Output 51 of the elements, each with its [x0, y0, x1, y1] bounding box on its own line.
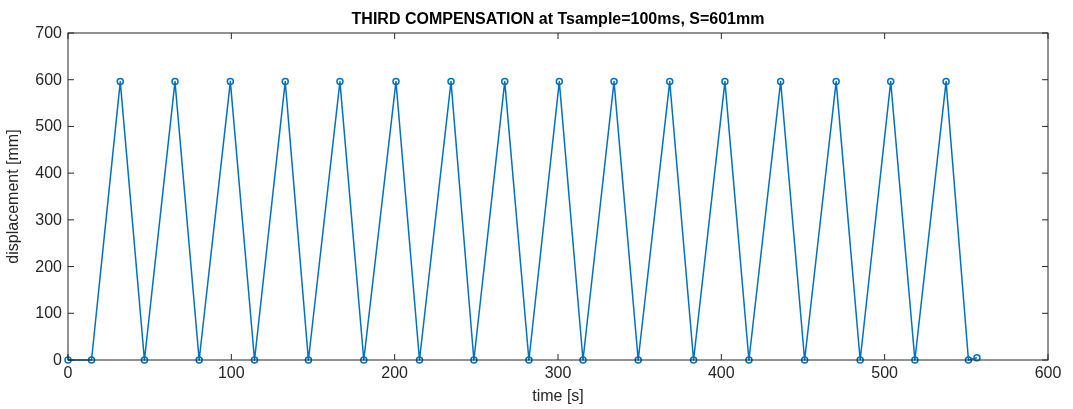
point: [360, 356, 368, 364]
point: [689, 356, 698, 364]
y-tick-label: 0: [53, 351, 63, 368]
point: [911, 356, 919, 364]
point: [447, 77, 455, 86]
point: [195, 356, 203, 364]
x-tick-label: 300: [544, 364, 572, 381]
point: [555, 77, 564, 86]
y-tick-label: 600: [35, 70, 63, 88]
point: [140, 356, 149, 364]
point: [579, 356, 587, 364]
point: [116, 77, 125, 86]
point: [171, 77, 179, 86]
point: [281, 77, 289, 86]
point: [610, 77, 618, 86]
y-tick-label: 400: [35, 164, 63, 182]
point: [501, 77, 509, 86]
y-tick-label: 300: [35, 210, 63, 228]
x-tick-label: 500: [871, 364, 899, 381]
y-tick-label: 700: [35, 24, 63, 41]
point: [336, 77, 344, 86]
y-tick-label: 100: [35, 304, 63, 322]
point: [470, 356, 478, 364]
point: [250, 356, 259, 364]
chart-title: THIRD COMPENSATION at Tsample=100ms, S=601mm: [351, 10, 765, 27]
point: [942, 77, 950, 86]
point: [856, 356, 864, 364]
point: [525, 356, 533, 364]
point: [721, 77, 729, 86]
point: [832, 77, 840, 86]
x-tick-label: 200: [381, 364, 409, 381]
y-tick-label: 200: [35, 257, 63, 275]
point: [87, 356, 96, 364]
x-tick-label: 100: [217, 364, 245, 381]
y-axis-title: displacement [mm]: [4, 129, 21, 264]
point: [415, 356, 424, 364]
x-axis-title: time [s]: [532, 387, 584, 404]
point: [886, 77, 895, 86]
point: [776, 77, 785, 86]
point: [973, 353, 981, 362]
point: [665, 77, 674, 86]
point: [800, 356, 809, 364]
point: [964, 356, 973, 364]
point: [304, 356, 313, 364]
point: [634, 356, 642, 364]
y-tick-label: 500: [35, 117, 63, 135]
x-tick-label: 600: [1034, 364, 1062, 381]
point: [392, 77, 400, 86]
point: [226, 77, 235, 86]
point: [745, 356, 753, 364]
x-tick-label: 400: [707, 364, 735, 381]
